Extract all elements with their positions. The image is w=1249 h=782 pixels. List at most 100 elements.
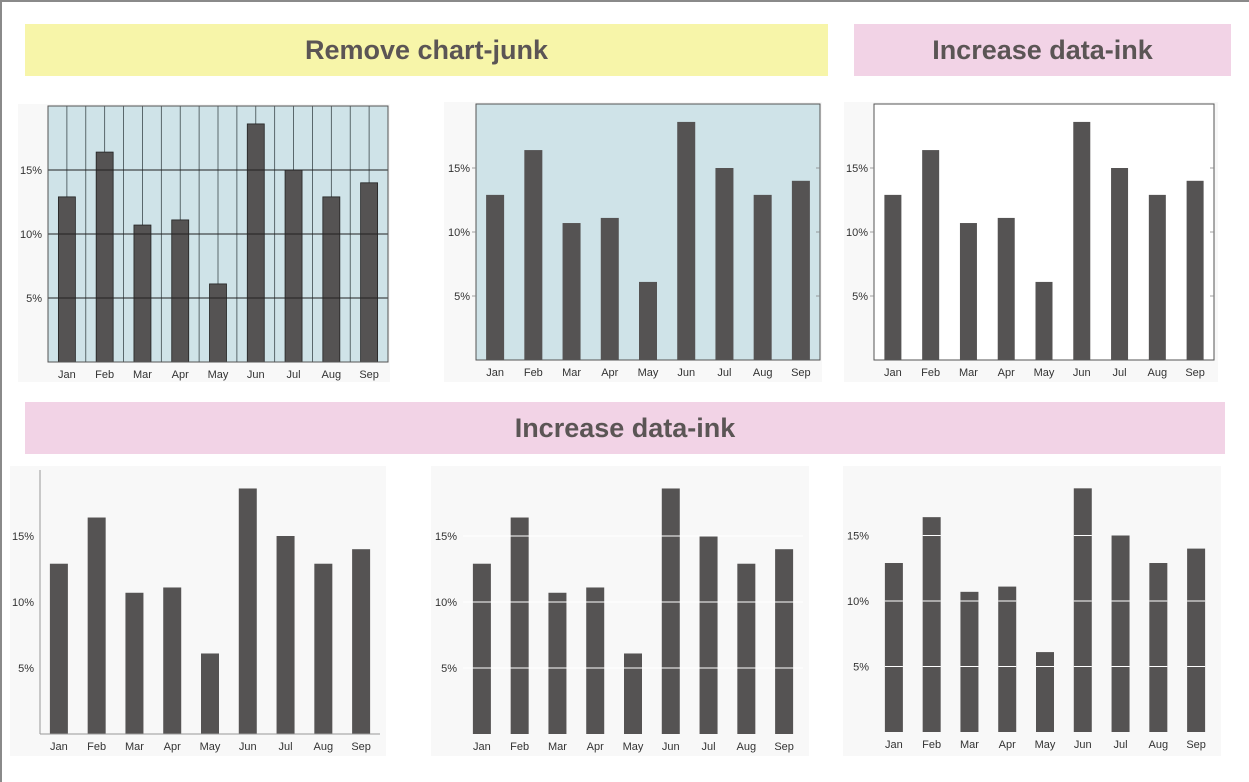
bar-jul [715, 168, 734, 360]
y-tick-label: 15% [846, 163, 868, 175]
x-tick-label-mar: Mar [125, 741, 144, 753]
chart-heavy-grid: 5% 10% 15% Jan Feb Mar Apr May Jun Jul Aug Sep [18, 104, 390, 382]
x-tick-label-jun: Jun [239, 741, 257, 753]
x-tick-label-aug: Aug [322, 369, 342, 381]
bar-apr [600, 217, 619, 360]
bar-aug [753, 194, 772, 360]
y-tick-label: 10% [12, 597, 34, 609]
x-tick-label-jul: Jul [279, 741, 293, 753]
y-tick-label: 15% [847, 531, 869, 543]
x-tick-label-aug: Aug [753, 367, 773, 379]
bar-may [1035, 281, 1053, 360]
bar-mar [562, 223, 581, 360]
bar-aug [1149, 563, 1168, 732]
chart-white-grid-lines: 5% 10% 15% Jan Feb Mar Apr May Jun Jul Aug Sep [431, 466, 809, 756]
x-tick-label-mar: Mar [133, 369, 152, 381]
y-tick-label: 5% [26, 293, 42, 305]
banner-increase-data-ink-bottom: Increase data-ink [25, 402, 1225, 454]
bar-apr [171, 219, 190, 363]
bar-jun [246, 123, 265, 363]
bar-feb [87, 517, 106, 734]
x-tick-label-sep: Sep [351, 741, 371, 753]
x-tick-label-jun: Jun [662, 741, 680, 753]
bar-jul [699, 536, 718, 734]
x-tick-label-jan: Jan [884, 367, 902, 379]
y-tick-label: 10% [847, 596, 869, 608]
x-tick-label-jun: Jun [247, 369, 265, 381]
x-tick-label-feb: Feb [95, 369, 114, 381]
bar-may [639, 281, 657, 360]
bar-jun [1073, 488, 1092, 732]
bar-mar [133, 224, 152, 363]
x-tick-label-apr: Apr [999, 739, 1016, 751]
banner-increase-data-ink-top-label: Increase data-ink [932, 34, 1153, 65]
y-tick-label: 15% [20, 165, 42, 177]
x-tick-label-aug: Aug [737, 741, 757, 753]
y-tick-label: 5% [18, 663, 34, 675]
x-tick-label-aug: Aug [314, 741, 334, 753]
x-tick-label-jul: Jul [287, 369, 301, 381]
bar-aug [322, 196, 341, 363]
x-tick-label-jan: Jan [473, 741, 491, 753]
plot-frame [47, 105, 389, 363]
bar-jul [1111, 168, 1129, 360]
banner-remove-chart-junk: Remove chart-junk [25, 24, 828, 76]
x-tick-label-jun: Jun [1074, 739, 1092, 751]
bar-jun [661, 488, 680, 734]
x-tick-label-may: May [1034, 367, 1055, 379]
bar-sep [775, 549, 794, 734]
x-tick-label-mar: Mar [562, 367, 581, 379]
y-tick-label: 10% [20, 229, 42, 241]
y-tick-label: 5% [454, 291, 470, 303]
y-tick-label: 15% [12, 531, 34, 543]
bar-mar [125, 592, 144, 734]
bar-mar [548, 592, 567, 734]
x-tick-label-jan: Jan [885, 739, 903, 751]
bar-may [1036, 652, 1054, 732]
x-tick-label-feb: Feb [510, 741, 529, 753]
y-tick-label: 5% [441, 663, 457, 675]
chart-minimal-white-grid: 5% 10% 15% Jan Feb Mar Apr May Jun Jul Aug Sep [843, 466, 1221, 756]
bar-feb [95, 151, 114, 363]
y-tick-label: 5% [853, 662, 869, 674]
y-tick-label: 5% [852, 291, 868, 303]
chart-shaded-background: 5% 10% 15% Jan Feb Mar Apr May Jun Jul Aug Sep [444, 102, 822, 382]
x-tick-label-aug: Aug [1148, 367, 1168, 379]
x-tick-label-jul: Jul [1114, 739, 1128, 751]
x-tick-label-feb: Feb [921, 367, 940, 379]
banner-increase-data-ink-bottom-label: Increase data-ink [514, 412, 736, 443]
x-tick-label-feb: Feb [87, 741, 106, 753]
bar-jan [884, 194, 902, 360]
banner-remove-chart-junk-label: Remove chart-junk [304, 34, 549, 65]
bar-may [624, 653, 642, 734]
bar-may [209, 283, 227, 363]
bar-apr [163, 587, 182, 734]
x-tick-label-jun: Jun [677, 367, 695, 379]
bar-may [201, 653, 219, 734]
x-tick-label-apr: Apr [998, 367, 1015, 379]
bar-sep [1187, 548, 1206, 732]
x-tick-label-sep: Sep [1186, 739, 1206, 751]
x-tick-label-jan: Jan [58, 369, 76, 381]
x-tick-label-apr: Apr [164, 741, 181, 753]
bar-feb [524, 150, 543, 360]
bar-jan [57, 196, 76, 363]
x-tick-label-jan: Jan [50, 741, 68, 753]
bar-feb [922, 517, 941, 732]
x-tick-label-sep: Sep [791, 367, 811, 379]
bar-mar [959, 223, 977, 360]
bar-jan [486, 194, 505, 360]
bar-aug [1148, 194, 1166, 360]
x-tick-label-apr: Apr [172, 369, 189, 381]
x-tick-label-may: May [208, 369, 229, 381]
bar-jan [884, 563, 903, 732]
y-tick-label: 10% [435, 597, 457, 609]
bar-jul [1111, 535, 1130, 732]
x-tick-label-may: May [1035, 739, 1056, 751]
x-tick-label-sep: Sep [1185, 367, 1205, 379]
bar-aug [737, 563, 756, 734]
banner-increase-data-ink-top: Increase data-ink [854, 24, 1231, 76]
bar-mar [960, 591, 979, 732]
x-tick-label-apr: Apr [587, 741, 604, 753]
